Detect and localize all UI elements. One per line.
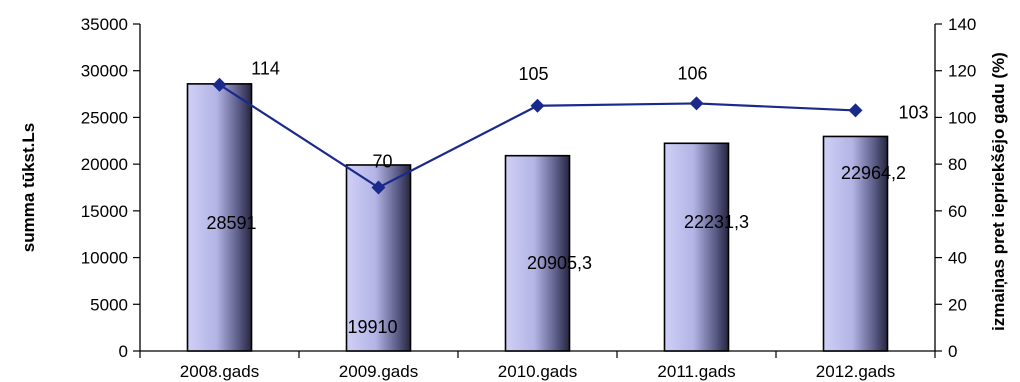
data-labels: 28591 19910 20905,3 22231,3 22964,2 114 70 105 1…	[206, 59, 928, 337]
x-tick-label: 2010.gads	[498, 362, 577, 381]
right-tick-label: 60	[948, 202, 967, 221]
line-value-label: 70	[372, 152, 392, 172]
right-tick-label: 140	[948, 15, 976, 34]
right-tick-label: 80	[948, 155, 967, 174]
bar-value-label: 20905,3	[527, 253, 592, 273]
line-marker	[371, 180, 386, 195]
line-value-label: 103	[898, 102, 928, 122]
bar	[345, 164, 412, 352]
left-tick-label: 20000	[81, 155, 128, 174]
bar	[822, 135, 889, 352]
left-tick-label: 25000	[81, 108, 128, 127]
bar	[663, 142, 730, 352]
right-tick-label: 20	[948, 295, 967, 314]
left-axis-title: summa tūkst.Ls	[19, 123, 38, 252]
axes: 0 5000 10000 15000 20000 25000 30000 35000 0 20 40…	[81, 15, 977, 381]
x-tick-label: 2012.gads	[816, 362, 895, 381]
right-tick-label: 100	[948, 108, 976, 127]
bar	[186, 83, 253, 352]
left-tick-label: 30000	[81, 62, 128, 81]
right-tick-label: 40	[948, 249, 967, 268]
left-tick-label: 5000	[90, 295, 128, 314]
bar-value-label: 28591	[206, 213, 256, 233]
x-tick-label: 2009.gads	[339, 362, 418, 381]
left-tick-label: 0	[119, 342, 128, 361]
left-tick-label: 10000	[81, 249, 128, 268]
line-value-label: 114	[251, 59, 280, 79]
bar-value-label: 22964,2	[841, 163, 906, 183]
line-marker	[212, 77, 227, 92]
line-value-label: 105	[518, 64, 548, 84]
line-series	[212, 77, 863, 195]
right-tick-label: 120	[948, 62, 976, 81]
line-marker	[689, 96, 704, 111]
left-tick-label: 35000	[81, 15, 128, 34]
line-value-label: 106	[677, 63, 707, 83]
right-tick-label: 0	[948, 342, 957, 361]
bar-value-label: 19910	[347, 317, 397, 337]
bars	[186, 83, 889, 352]
line-marker	[530, 98, 545, 113]
bar-value-label: 22231,3	[684, 212, 749, 232]
x-tick-label: 2008.gads	[180, 362, 259, 381]
bar	[504, 154, 571, 352]
left-tick-label: 15000	[81, 202, 128, 221]
right-axis-title: izmaiņas pret iepriekšējo gadu (%)	[989, 52, 1008, 331]
line-marker	[848, 103, 863, 118]
x-tick-label: 2011.gads	[657, 362, 735, 381]
